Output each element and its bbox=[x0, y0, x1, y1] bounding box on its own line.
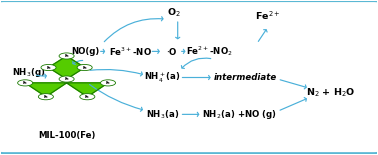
Text: NH$_3$(a): NH$_3$(a) bbox=[146, 108, 179, 121]
Text: Fe: Fe bbox=[64, 77, 69, 81]
Circle shape bbox=[18, 80, 33, 86]
Text: MIL-100(Fe): MIL-100(Fe) bbox=[38, 131, 95, 140]
Text: Fe: Fe bbox=[106, 81, 110, 85]
Text: N$_2$ + H$_2$O: N$_2$ + H$_2$O bbox=[305, 87, 355, 99]
Polygon shape bbox=[67, 83, 108, 97]
Text: NH$_4^+$(a): NH$_4^+$(a) bbox=[144, 70, 181, 85]
Text: NH$_3$(g): NH$_3$(g) bbox=[12, 66, 46, 79]
Text: Fe: Fe bbox=[85, 95, 90, 99]
Text: O$_2$: O$_2$ bbox=[167, 7, 181, 19]
Circle shape bbox=[80, 94, 95, 100]
Text: $\cdot$O: $\cdot$O bbox=[166, 46, 178, 57]
Text: Fe: Fe bbox=[46, 66, 51, 69]
Text: NO(g): NO(g) bbox=[71, 47, 99, 56]
Text: Fe: Fe bbox=[64, 54, 69, 58]
Text: Fe$^{2+}$: Fe$^{2+}$ bbox=[256, 10, 281, 22]
Text: Fe$^{3+}$-NO: Fe$^{3+}$-NO bbox=[109, 45, 152, 58]
Circle shape bbox=[41, 64, 56, 71]
Text: NH$_2$(a) +NO (g): NH$_2$(a) +NO (g) bbox=[202, 108, 277, 121]
Circle shape bbox=[59, 53, 74, 59]
Text: Fe: Fe bbox=[23, 81, 28, 85]
Text: Fe$^{2+}$-NO$_2$: Fe$^{2+}$-NO$_2$ bbox=[186, 44, 233, 58]
Circle shape bbox=[38, 94, 53, 100]
Polygon shape bbox=[48, 56, 85, 79]
Polygon shape bbox=[25, 83, 67, 97]
Circle shape bbox=[59, 76, 74, 82]
Text: Fe: Fe bbox=[43, 95, 48, 99]
Circle shape bbox=[77, 64, 92, 71]
Circle shape bbox=[101, 80, 116, 86]
Text: intermediate: intermediate bbox=[214, 73, 277, 82]
Text: Fe: Fe bbox=[82, 66, 87, 69]
